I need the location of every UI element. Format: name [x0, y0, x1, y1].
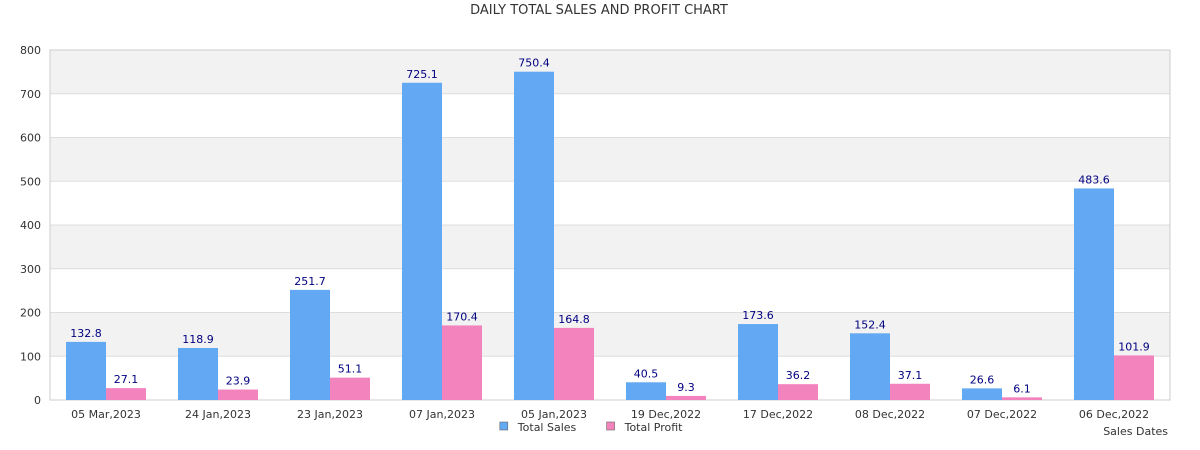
y-tick-label: 700 — [20, 88, 41, 101]
bar-profit — [1002, 397, 1042, 400]
bar-profit — [890, 383, 930, 400]
plot-bands — [50, 50, 1170, 400]
bar-profit — [106, 388, 146, 400]
y-tick-label: 300 — [20, 263, 41, 276]
bar-sales — [1074, 188, 1114, 400]
data-label: 51.1 — [338, 363, 363, 376]
data-label: 36.2 — [786, 369, 811, 382]
legend-swatch — [606, 421, 615, 431]
bar-profit — [218, 389, 258, 400]
x-tick-label: 08 Dec,2022 — [855, 408, 925, 421]
y-tick-label: 400 — [20, 219, 41, 232]
x-axis-categories: 05 Mar,2023 24 Jan,2023 23 Jan,2023 07 Jan,… — [71, 408, 1149, 421]
y-tick-label: 0 — [34, 394, 41, 407]
data-label: 170.4 — [446, 310, 478, 323]
bar-sales — [962, 388, 1002, 400]
y-axis-ticks: 0 100 200 300 400 500 600 700 800 — [20, 44, 41, 407]
legend-label: Total Sales — [517, 421, 577, 434]
x-tick-label: 07 Jan,2023 — [409, 408, 475, 421]
bar-sales — [514, 71, 554, 400]
plot-band — [50, 268, 1170, 313]
bar-profit — [1114, 355, 1154, 400]
x-tick-label: 17 Dec,2022 — [743, 408, 813, 421]
bar-profit — [442, 325, 482, 400]
bar-sales — [178, 347, 218, 400]
plot-band — [50, 181, 1170, 225]
gridlines — [49, 49, 1171, 401]
legend-label: Total Profit — [624, 421, 684, 434]
legend: Total Sales Total Profit — [499, 421, 684, 434]
data-label: 118.9 — [182, 333, 214, 346]
bar-sales — [850, 333, 890, 400]
data-label: 164.8 — [558, 313, 590, 326]
x-axis-label: Sales Dates — [1103, 425, 1168, 438]
plot-band — [50, 93, 1170, 138]
x-tick-label: 24 Jan,2023 — [185, 408, 251, 421]
data-label: 173.6 — [742, 309, 774, 322]
bar-profit — [554, 327, 594, 400]
bar-sales — [626, 382, 666, 400]
bar-profit — [666, 395, 706, 400]
bar-profit — [778, 384, 818, 400]
bars — [66, 71, 1154, 401]
data-label: 132.8 — [70, 327, 102, 340]
chart-title: DAILY TOTAL SALES AND PROFIT CHART — [470, 3, 728, 18]
legend-swatch — [499, 421, 509, 431]
data-label: 101.9 — [1118, 340, 1150, 353]
x-tick-label: 05 Mar,2023 — [71, 408, 141, 421]
y-tick-label: 200 — [20, 307, 41, 320]
plot-band — [50, 50, 1170, 94]
data-label: 26.6 — [970, 373, 995, 386]
data-label: 37.1 — [898, 369, 923, 382]
y-tick-label: 600 — [20, 132, 41, 145]
bar-sales — [402, 82, 442, 401]
bar-profit — [330, 377, 370, 400]
plot-band — [50, 225, 1170, 269]
plot-border — [49, 49, 1171, 401]
x-tick-label: 06 Dec,2022 — [1079, 408, 1149, 421]
data-label: 152.4 — [854, 318, 886, 331]
bar-sales — [738, 324, 778, 400]
y-tick-label: 800 — [20, 44, 41, 57]
y-tick-label: 500 — [20, 175, 41, 188]
x-tick-label: 05 Jan,2023 — [521, 408, 587, 421]
plot-band — [50, 137, 1170, 182]
data-label: 9.3 — [677, 381, 695, 394]
data-labels: 132.8 27.1 118.9 23.9 251.7 51.1 725.1 170.4 750… — [70, 57, 1150, 396]
plot-band — [50, 312, 1170, 357]
y-tick-label: 100 — [20, 350, 41, 363]
data-label: 483.6 — [1078, 173, 1110, 186]
x-tick-label: 19 Dec,2022 — [631, 408, 701, 421]
bar-sales — [290, 289, 330, 400]
data-label: 725.1 — [406, 68, 438, 81]
data-label: 750.4 — [518, 57, 550, 70]
bar-sales — [66, 341, 106, 400]
data-label: 23.9 — [226, 375, 251, 388]
x-tick-label: 07 Dec,2022 — [967, 408, 1037, 421]
data-label: 251.7 — [294, 275, 326, 288]
x-tick-label: 23 Jan,2023 — [297, 408, 363, 421]
data-label: 27.1 — [114, 373, 139, 386]
data-label: 6.1 — [1013, 382, 1031, 395]
data-label: 40.5 — [634, 367, 659, 380]
